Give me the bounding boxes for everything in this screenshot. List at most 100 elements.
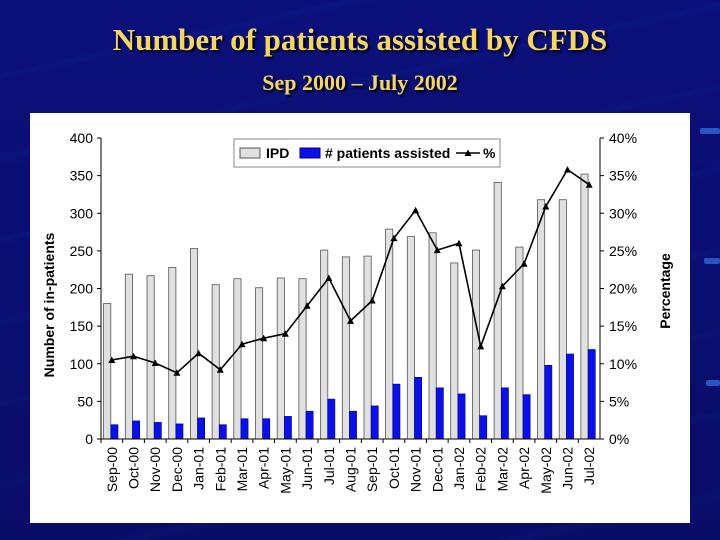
legend-box bbox=[233, 138, 501, 168]
x-tick-label: Sep-01 bbox=[364, 447, 380, 492]
ipd-bar bbox=[298, 278, 307, 440]
x-tick-label: Dec-00 bbox=[169, 447, 185, 492]
percent-marker bbox=[173, 369, 181, 376]
patients-assisted-bar bbox=[544, 365, 553, 440]
percent-marker bbox=[325, 274, 333, 281]
ipd-bar bbox=[276, 277, 285, 440]
percent-marker bbox=[238, 340, 246, 348]
y-tick-label: 200 bbox=[70, 281, 94, 297]
decorative-stripe bbox=[700, 128, 720, 134]
x-tick-label: Oct-01 bbox=[386, 447, 402, 489]
y2-axis-label: Percentage bbox=[657, 253, 673, 329]
patients-assisted-bar bbox=[566, 353, 574, 440]
patients-assisted-bar bbox=[479, 415, 488, 440]
patients-assisted-bar bbox=[500, 387, 509, 440]
y2-tick-label: 10% bbox=[609, 356, 637, 372]
percent-marker bbox=[151, 359, 159, 366]
percent-marker bbox=[281, 330, 289, 337]
percent-marker bbox=[520, 260, 528, 267]
legend-label-percent: % bbox=[483, 145, 496, 161]
y-tick-label: 400 bbox=[70, 130, 94, 146]
patients-assisted-bar bbox=[175, 423, 184, 440]
y-tick-label: 0 bbox=[85, 431, 93, 447]
x-tick-label: Mar-01 bbox=[234, 447, 250, 492]
y2-tick-label: 25% bbox=[609, 243, 637, 259]
y2-tick-label: 35% bbox=[609, 168, 637, 184]
patients-assisted-bar bbox=[522, 394, 531, 440]
ipd-bar bbox=[558, 199, 567, 440]
percent-marker bbox=[390, 234, 398, 242]
y-tick-label: 150 bbox=[70, 318, 94, 334]
patients-assisted-bar bbox=[110, 424, 119, 440]
decorative-stripe bbox=[704, 258, 720, 264]
y-tick-label: 350 bbox=[70, 168, 94, 184]
legend-swatch-patients bbox=[299, 147, 321, 159]
y2-tick-label: 5% bbox=[609, 393, 629, 409]
patients-assisted-bar bbox=[327, 398, 336, 440]
percent-marker bbox=[564, 166, 571, 173]
ipd-bar bbox=[103, 303, 112, 440]
percent-marker bbox=[130, 352, 137, 360]
slide-title: Number of patients assisted by CFDS bbox=[112, 22, 608, 57]
patients-assisted-bar bbox=[587, 349, 596, 440]
ipd-bar bbox=[146, 275, 155, 440]
ipd-bar bbox=[341, 256, 350, 440]
y-tick-label: 50 bbox=[77, 393, 93, 409]
patients-assisted-bar bbox=[305, 410, 314, 440]
x-tick-label: Nov-00 bbox=[147, 447, 163, 492]
percent-marker bbox=[303, 302, 311, 309]
ipd-bar bbox=[363, 255, 372, 440]
ipd-bar bbox=[255, 287, 264, 440]
legend-swatch-ipd bbox=[239, 147, 261, 159]
decorative-stripe bbox=[706, 380, 720, 386]
y2-tick-label: 30% bbox=[609, 205, 637, 221]
patients-assisted-bar bbox=[197, 417, 205, 440]
x-tick-label: Dec-01 bbox=[429, 447, 445, 492]
percent-marker bbox=[195, 349, 203, 357]
x-tick-label: Jan-01 bbox=[191, 447, 207, 490]
percent-marker bbox=[412, 206, 420, 214]
percent-marker bbox=[585, 181, 593, 188]
y2-tick-label: 20% bbox=[609, 281, 637, 297]
patients-assisted-bar bbox=[153, 422, 162, 440]
patients-assisted-bar bbox=[457, 393, 466, 440]
patients-assisted-bar bbox=[435, 387, 444, 440]
ipd-bar bbox=[450, 262, 459, 440]
percent-marker bbox=[260, 334, 268, 342]
y2-tick-label: 15% bbox=[609, 318, 637, 334]
percent-marker bbox=[498, 282, 506, 290]
ipd-bar bbox=[189, 248, 198, 440]
percent-marker bbox=[347, 317, 354, 324]
x-tick-label: Jun-02 bbox=[560, 447, 576, 490]
patients-assisted-bar bbox=[262, 418, 271, 440]
y-tick-label: 300 bbox=[70, 205, 94, 221]
ipd-bar bbox=[471, 249, 480, 440]
chart: 0 50 100 150 200 250 300 350 400 0% 5% 10% 15% 20% 25%… bbox=[41, 130, 673, 494]
ipd-bar bbox=[406, 236, 415, 440]
legend-marker-percent bbox=[464, 149, 472, 156]
percent-marker bbox=[368, 297, 376, 304]
x-tick-label: Aug-01 bbox=[343, 447, 359, 492]
patients-assisted-bar bbox=[349, 410, 357, 440]
patients-assisted-bar bbox=[284, 416, 292, 440]
x-tick-label: Jan-02 bbox=[451, 447, 467, 490]
y-axis-label: Number of in-patients bbox=[41, 232, 57, 377]
percent-marker bbox=[477, 342, 485, 350]
x-tick-label: Apr-01 bbox=[256, 447, 272, 489]
x-tick-label: Apr-02 bbox=[516, 447, 532, 489]
percent-marker bbox=[542, 203, 550, 210]
x-tick-label: Feb-01 bbox=[212, 447, 228, 492]
ipd-bar bbox=[211, 284, 220, 440]
ipd-bar bbox=[537, 199, 546, 440]
x-tick-label: Mar-02 bbox=[494, 447, 510, 492]
patients-assisted-bar bbox=[218, 424, 227, 440]
chart-panel: 0 50 100 150 200 250 300 350 400 0% 5% 10% 15% 20% 25%… bbox=[30, 113, 690, 523]
x-tick-label: Jun-01 bbox=[299, 447, 315, 490]
patients-assisted-bar bbox=[414, 376, 422, 440]
patients-assisted-bar bbox=[132, 420, 140, 440]
x-tick-label: Nov-01 bbox=[408, 447, 424, 492]
slide-subtitle: Sep 2000 – July 2002 bbox=[262, 70, 458, 95]
x-tick-label: May-02 bbox=[538, 447, 554, 494]
legend-label-ipd: IPD bbox=[266, 145, 289, 161]
patients-assisted-bar bbox=[370, 405, 379, 440]
